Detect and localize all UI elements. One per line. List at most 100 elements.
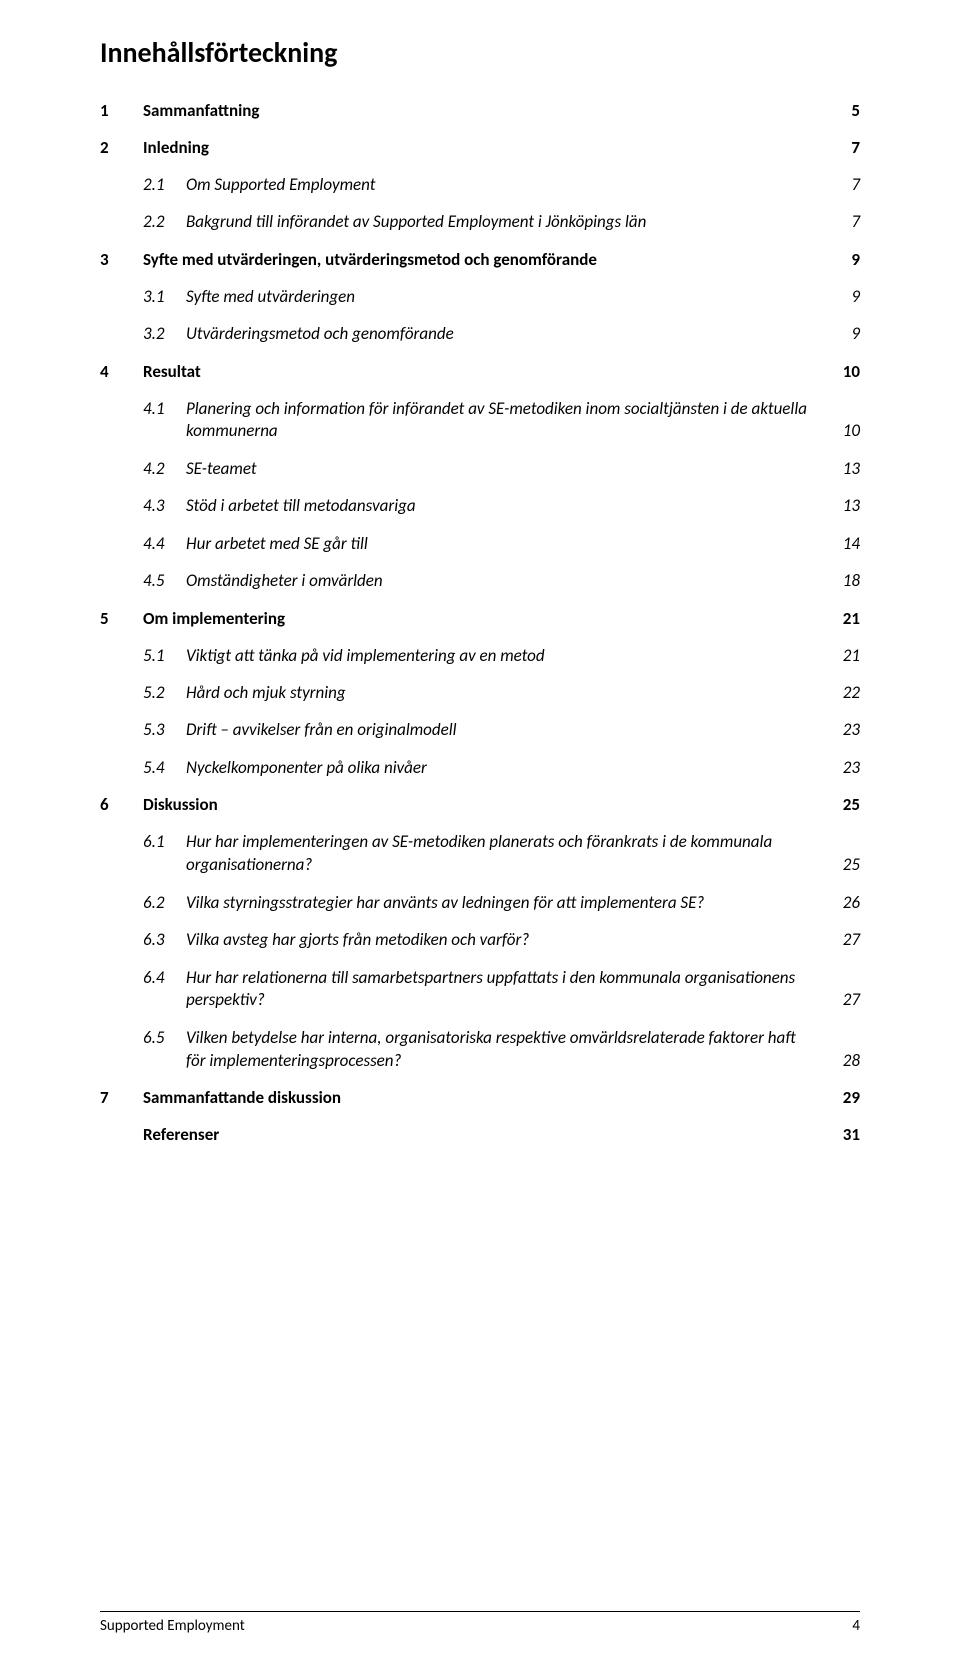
toc-entry-number: 6.4 [143, 967, 186, 990]
toc-entry: 2Inledning7 [100, 137, 860, 160]
toc-entry-number: 6 [100, 794, 143, 817]
toc-entry: 6.2Vilka styrningsstrategier har använts… [100, 892, 860, 915]
toc-entry-left: 6.2Vilka styrningsstrategier har använts… [143, 892, 830, 915]
toc-entry: 4.4Hur arbetet med SE går till14 [100, 533, 860, 556]
toc-entry-left: 5.1Viktigt att tänka på vid implementeri… [143, 645, 830, 668]
toc-entry-left: 4.2SE-teamet [143, 458, 830, 481]
toc-entry-page: 31 [830, 1124, 860, 1147]
toc-entry: 4.3Stöd i arbetet till metodansvariga13 [100, 495, 860, 518]
toc-entry-text: Vilka styrningsstrategier har använts av… [186, 892, 830, 915]
toc-entry: 6Diskussion25 [100, 794, 860, 817]
toc-entry: 4.1Planering och information för införan… [100, 398, 860, 444]
toc-entry-text: Hur har relationerna till samarbetspartn… [186, 967, 830, 1013]
toc-entry-number: 7 [100, 1087, 143, 1110]
toc-entry-left: 5.2Hård och mjuk styrning [143, 682, 830, 705]
toc-entry-text: Vilka avsteg har gjorts från metodiken o… [186, 929, 830, 952]
toc-entry-left: 5.3Drift – avvikelser från en originalmo… [143, 719, 830, 742]
toc-entry: 6.4Hur har relationerna till samarbetspa… [100, 967, 860, 1013]
toc-entry-page: 9 [830, 286, 860, 309]
toc-entry: 5.4Nyckelkomponenter på olika nivåer23 [100, 757, 860, 780]
toc-entry: 2.1Om Supported Employment7 [100, 174, 860, 197]
toc-entry: 7Sammanfattande diskussion29 [100, 1087, 860, 1110]
toc-entry-text: Vilken betydelse har interna, organisato… [186, 1027, 830, 1073]
toc-entry: 3.2Utvärderingsmetod och genomförande9 [100, 323, 860, 346]
toc-entry-number: 4.3 [143, 495, 186, 518]
toc-entry-page: 22 [830, 682, 860, 705]
footer-doc-title: Supported Employment [100, 1617, 245, 1635]
toc-entry-text: Hård och mjuk styrning [186, 682, 830, 705]
toc-entry-left: 6.5Vilken betydelse har interna, organis… [143, 1027, 830, 1073]
toc-entry-text: Utvärderingsmetod och genomförande [186, 323, 830, 346]
toc-entry-page: 23 [830, 757, 860, 780]
toc-entry-page: 10 [830, 420, 860, 443]
toc-entry-number: 5.1 [143, 645, 186, 668]
toc-entry-number: 3 [100, 249, 143, 272]
toc-entry-page: 13 [830, 458, 860, 481]
toc-entry-number: 6.2 [143, 892, 186, 915]
toc-entry-number: 6.5 [143, 1027, 186, 1050]
toc-entry-left: 3.1Syfte med utvärderingen [143, 286, 830, 309]
toc-entry-number: 4.4 [143, 533, 186, 556]
toc-entry-left: 1Sammanfattning [100, 100, 830, 123]
toc-entry-left: 4.4Hur arbetet med SE går till [143, 533, 830, 556]
toc-entry-left: 2.2Bakgrund till införandet av Supported… [143, 211, 830, 234]
toc-entry-page: 25 [830, 794, 860, 817]
toc-entry-page: 29 [830, 1087, 860, 1110]
toc-entry-text: Sammanfattande diskussion [143, 1087, 830, 1110]
toc-entry: 5Om implementering21 [100, 608, 860, 631]
toc-entry-number: 4.1 [143, 398, 186, 421]
toc-entry-left: 4.5Omständigheter i omvärlden [143, 570, 830, 593]
toc-entry-number: 3.1 [143, 286, 186, 309]
toc-entry-number: 4.2 [143, 458, 186, 481]
toc-entry: 3Syfte med utvärderingen, utvärderingsme… [100, 249, 860, 272]
toc-entry: 5.2Hård och mjuk styrning22 [100, 682, 860, 705]
toc-entry-page: 27 [830, 989, 860, 1012]
toc-entry-page: 5 [830, 100, 860, 123]
toc-entry-number: 2 [100, 137, 143, 160]
toc-entry-number: 4 [100, 361, 143, 384]
toc-entry: 6.1Hur har implementeringen av SE-metodi… [100, 831, 860, 877]
toc-entry-left: 6.3Vilka avsteg har gjorts från metodike… [143, 929, 830, 952]
toc-entry: 3.1Syfte med utvärderingen9 [100, 286, 860, 309]
toc-entry-page: 7 [830, 137, 860, 160]
toc-entry-text: SE-teamet [186, 458, 830, 481]
page-title: Innehållsförteckning [100, 35, 860, 70]
toc-entry-left: 2.1Om Supported Employment [143, 174, 830, 197]
toc-entry-page: 13 [830, 495, 860, 518]
toc-entry-text: Nyckelkomponenter på olika nivåer [186, 757, 830, 780]
toc-entry: 4.2SE-teamet13 [100, 458, 860, 481]
toc-entry-text: Sammanfattning [143, 100, 830, 123]
toc-entry-text: Drift – avvikelser från en originalmodel… [186, 719, 830, 742]
toc-entry-number: 2.1 [143, 174, 186, 197]
toc-entry-page: 7 [830, 211, 860, 234]
toc-entry-number: 5 [100, 608, 143, 631]
toc-entry-page: 25 [830, 854, 860, 877]
toc-entry-left: 6.4Hur har relationerna till samarbetspa… [143, 967, 830, 1013]
toc-entry-text: Planering och information för införandet… [186, 398, 830, 444]
toc-entry-text: Om Supported Employment [186, 174, 830, 197]
toc-entry: 4Resultat10 [100, 361, 860, 384]
toc-entry-text: Resultat [143, 361, 830, 384]
toc-list: 1Sammanfattning52Inledning72.1Om Support… [100, 100, 860, 1147]
toc-entry: 2.2Bakgrund till införandet av Supported… [100, 211, 860, 234]
toc-entry-number: 6.3 [143, 929, 186, 952]
toc-entry-left: 3.2Utvärderingsmetod och genomförande [143, 323, 830, 346]
toc-entry-left: 5Om implementering [100, 608, 830, 631]
toc-entry-page: 10 [830, 361, 860, 384]
toc-entry-left: 6.1Hur har implementeringen av SE-metodi… [143, 831, 830, 877]
toc-entry-page: 9 [830, 249, 860, 272]
toc-entry-text: Bakgrund till införandet av Supported Em… [186, 211, 830, 234]
toc-entry: 6.3Vilka avsteg har gjorts från metodike… [100, 929, 860, 952]
toc-entry-text: Viktigt att tänka på vid implementering … [186, 645, 830, 668]
toc-page: Innehållsförteckning 1Sammanfattning52In… [0, 0, 960, 1177]
toc-entry-page: 18 [830, 570, 860, 593]
toc-entry-left: Referenser [100, 1124, 830, 1147]
toc-entry: 6.5Vilken betydelse har interna, organis… [100, 1027, 860, 1073]
toc-entry-number: 5.2 [143, 682, 186, 705]
toc-entry-text: Hur arbetet med SE går till [186, 533, 830, 556]
toc-entry-text: Diskussion [143, 794, 830, 817]
toc-entry-left: 7Sammanfattande diskussion [100, 1087, 830, 1110]
toc-entry-left: 4.1Planering och information för införan… [143, 398, 830, 444]
toc-entry-page: 14 [830, 533, 860, 556]
toc-entry-text: Hur har implementeringen av SE-metodiken… [186, 831, 830, 877]
